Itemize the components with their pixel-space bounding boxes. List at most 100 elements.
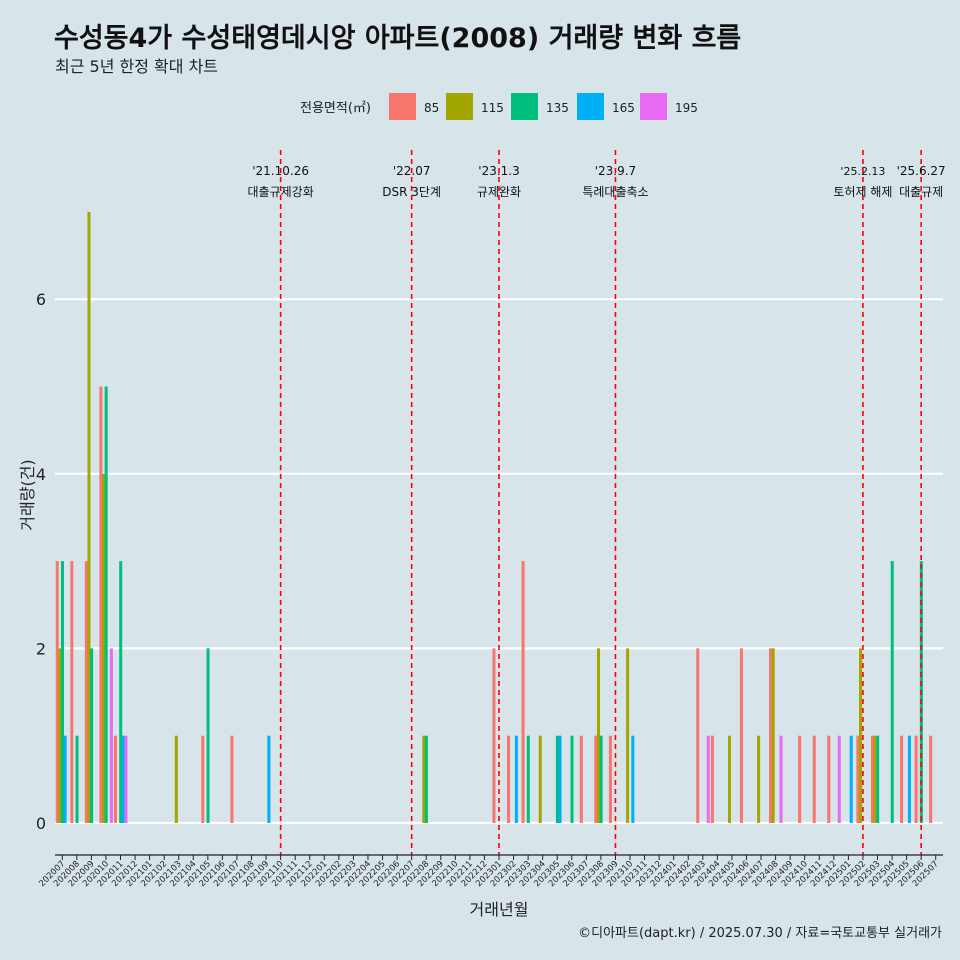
bar-85-202009 bbox=[84, 561, 88, 823]
y-tick-label: 0 bbox=[36, 814, 46, 833]
bar-135-202010 bbox=[104, 386, 108, 823]
bar-165-202305 bbox=[558, 735, 562, 823]
bar-135-202308 bbox=[599, 735, 603, 823]
bar-135-202306 bbox=[570, 735, 574, 823]
event-date-label: '23.9.7 bbox=[595, 164, 636, 178]
bar-135-202503 bbox=[876, 735, 880, 823]
bar-115-202502 bbox=[859, 648, 863, 823]
bar-115-202503 bbox=[873, 735, 877, 823]
event-date-label: '23.1.3 bbox=[478, 164, 519, 178]
bar-115-202304 bbox=[538, 735, 542, 823]
legend-title: 전용면적(㎡) bbox=[300, 101, 371, 116]
bar-115-202007 bbox=[58, 648, 62, 823]
bar-85-202008 bbox=[70, 561, 74, 823]
bar-115-202009 bbox=[87, 211, 91, 823]
bar-165-202302 bbox=[514, 735, 518, 823]
event-lines: '21.10.26 대출규제강화 '22.07 DSR 3단계 '23.1.3 규제완화 '… bbox=[248, 150, 946, 855]
bar-85-202105 bbox=[201, 735, 205, 823]
legend-swatch-115 bbox=[446, 93, 473, 120]
bar-85-202505 bbox=[900, 735, 904, 823]
legend-swatch-85 bbox=[389, 93, 416, 120]
bars bbox=[55, 211, 933, 823]
event-date-label: '21.10.26 bbox=[252, 164, 309, 178]
bar-85-202507 bbox=[929, 735, 933, 823]
bar-115-202308 bbox=[596, 648, 600, 823]
axes: 0246202007202008202009202010202011202012… bbox=[18, 290, 943, 919]
bar-85-202408 bbox=[769, 648, 773, 823]
legend-swatch-135 bbox=[511, 93, 538, 120]
bar-115-202407 bbox=[757, 735, 761, 823]
legend: 전용면적(㎡) 85 115 135 165 195 bbox=[300, 93, 698, 120]
bar-135-202008 bbox=[75, 735, 79, 823]
bar-115-202208 bbox=[422, 735, 426, 823]
legend-label-135: 135 bbox=[546, 101, 569, 115]
bar-85-202007 bbox=[55, 561, 59, 823]
bar-135-202011 bbox=[119, 561, 123, 823]
bar-115-202408 bbox=[771, 648, 775, 823]
source-caption: ©디아파트(dapt.kr) / 2025.07.30 / 자료=국토교통부 실… bbox=[578, 926, 942, 941]
event-label: 대출규제 bbox=[899, 185, 943, 199]
legend-swatch-165 bbox=[577, 93, 604, 120]
bar-85-202506 bbox=[914, 735, 918, 823]
y-tick-label: 6 bbox=[36, 290, 46, 309]
bar-85-202403 bbox=[696, 648, 700, 823]
bar-135-202504 bbox=[890, 561, 894, 823]
event-date-label: '25.6.27 bbox=[897, 164, 946, 178]
bar-85-202308 bbox=[594, 735, 598, 823]
bar-195-202011 bbox=[124, 735, 128, 823]
event-date-label: '22.07 bbox=[393, 164, 431, 178]
bar-195-202010 bbox=[109, 648, 113, 823]
bar-135-202009 bbox=[90, 648, 94, 823]
bar-165-202310 bbox=[631, 735, 635, 823]
y-tick-label: 2 bbox=[36, 639, 46, 658]
legend-label-85: 85 bbox=[424, 101, 439, 115]
bar-165-202109 bbox=[267, 735, 271, 823]
bar-135-202303 bbox=[526, 735, 530, 823]
bar-195-202403 bbox=[706, 735, 710, 823]
bar-135-202208 bbox=[424, 735, 428, 823]
bar-85-202107 bbox=[230, 735, 234, 823]
event-label: 토허제 해제 bbox=[833, 185, 892, 199]
bar-165-202501 bbox=[849, 735, 853, 823]
bar-85-202410 bbox=[798, 735, 802, 823]
event-label: 규제완화 bbox=[477, 185, 521, 199]
bar-135-202007 bbox=[60, 561, 64, 823]
bar-85-202309 bbox=[608, 735, 612, 823]
y-tick-label: 4 bbox=[36, 465, 46, 484]
bar-135-202305 bbox=[555, 735, 559, 823]
bar-165-202011 bbox=[121, 735, 125, 823]
bar-115-202103 bbox=[174, 735, 178, 823]
bar-85-202301 bbox=[492, 648, 496, 823]
bar-85-202503 bbox=[870, 735, 874, 823]
bar-195-202408 bbox=[779, 735, 783, 823]
x-axis-title: 거래년월 bbox=[470, 900, 529, 919]
bar-85-202404 bbox=[710, 735, 714, 823]
event-label: 특례대출축소 bbox=[582, 185, 648, 199]
bar-85-202307 bbox=[579, 735, 583, 823]
legend-label-115: 115 bbox=[481, 101, 504, 115]
bar-165-202007 bbox=[63, 735, 67, 823]
bar-85-202011 bbox=[113, 735, 117, 823]
chart-subtitle: 최근 5년 한정 확대 차트 bbox=[55, 57, 219, 76]
bar-115-202405 bbox=[727, 735, 732, 823]
chart-title: 수성동4가 수성태영데시앙 아파트(2008) 거래량 변화 흐름 bbox=[54, 23, 742, 54]
bar-85-202412 bbox=[827, 735, 831, 823]
bar-115-202010 bbox=[102, 473, 106, 823]
bar-135-202105 bbox=[206, 648, 210, 823]
bar-115-202310 bbox=[626, 648, 630, 823]
event-date-label: '25.2.13 bbox=[840, 165, 885, 178]
bar-85-202302 bbox=[507, 735, 511, 823]
event-label: 대출규제강화 bbox=[248, 185, 314, 199]
bar-195-202412 bbox=[837, 735, 841, 823]
bar-85-202010 bbox=[99, 386, 103, 823]
bar-85-202502 bbox=[856, 735, 860, 823]
y-axis-title: 거래량(건) bbox=[18, 459, 37, 530]
bar-165-202505 bbox=[907, 735, 911, 823]
event-label: DSR 3단계 bbox=[382, 185, 441, 199]
bar-85-202411 bbox=[812, 735, 816, 823]
bar-85-202406 bbox=[739, 648, 743, 823]
legend-label-195: 195 bbox=[675, 101, 698, 115]
bar-85-202303 bbox=[521, 561, 525, 823]
legend-label-165: 165 bbox=[612, 101, 635, 115]
